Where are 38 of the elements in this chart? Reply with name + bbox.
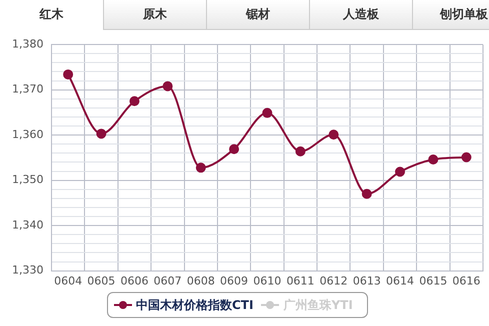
x-tick-label: 0611: [286, 274, 314, 288]
x-tick-label: 0609: [220, 274, 248, 288]
text: 刨切单板: [412, 0, 489, 29]
x-tick-label: 0606: [120, 274, 148, 288]
text: 红木: [0, 0, 103, 30]
x-tick-label: 0614: [386, 274, 414, 288]
text: 锯材: [206, 0, 309, 29]
y-tick-label: 1,370: [12, 82, 44, 96]
text: 原木: [103, 0, 206, 29]
legend-label: 中国木材价格指数CTI: [136, 296, 254, 314]
x-tick-label: 0616: [452, 274, 480, 288]
point: [129, 96, 140, 106]
point: [162, 81, 173, 92]
point: [328, 130, 339, 140]
y-tick-label: 1,340: [12, 218, 44, 232]
x-tick-label: 0605: [87, 274, 116, 288]
point: [229, 144, 240, 154]
point: [395, 166, 406, 177]
y-tick-label: 1,380: [12, 37, 44, 50]
text: 人造板: [309, 0, 412, 29]
point: [461, 152, 472, 162]
point: [63, 69, 74, 80]
x-tick-label: 0607: [154, 274, 182, 288]
point: [295, 146, 306, 156]
x-tick-label: 0604: [54, 274, 82, 288]
point: [262, 108, 272, 118]
x-tick-label: 0610: [253, 274, 282, 288]
y-tick-label: 1,330: [12, 264, 44, 277]
point: [96, 128, 106, 139]
x-tick-label: 0612: [320, 274, 348, 288]
x-tick-label: 0615: [419, 274, 448, 288]
point: [362, 188, 372, 199]
x-tick-label: 0608: [186, 274, 215, 288]
point: [196, 162, 206, 173]
x-tick-label: 0613: [352, 274, 381, 288]
y-tick-label: 1,360: [12, 128, 44, 141]
y-tick-label: 1,350: [12, 173, 44, 186]
point: [428, 154, 438, 165]
